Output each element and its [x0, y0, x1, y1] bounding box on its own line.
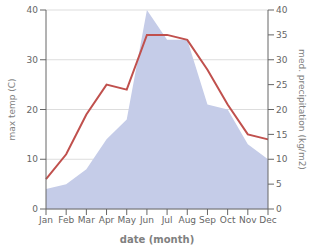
- svg-text:Mar: Mar: [78, 215, 95, 225]
- svg-text:Jul: Jul: [161, 215, 173, 225]
- svg-text:Feb: Feb: [58, 215, 74, 225]
- svg-text:Dec: Dec: [259, 215, 276, 225]
- svg-text:10: 10: [276, 154, 288, 164]
- svg-text:max temp (C): max temp (C): [7, 78, 17, 140]
- svg-text:med. precipitation (kg/m2): med. precipitation (kg/m2): [297, 49, 307, 170]
- svg-text:Jun: Jun: [139, 215, 154, 225]
- svg-text:Oct: Oct: [220, 215, 236, 225]
- svg-text:Apr: Apr: [99, 215, 115, 225]
- svg-text:May: May: [117, 215, 136, 225]
- svg-text:40: 40: [27, 5, 39, 15]
- svg-text:15: 15: [276, 130, 287, 140]
- svg-text:25: 25: [276, 80, 287, 90]
- svg-text:Sep: Sep: [199, 215, 216, 225]
- svg-text:Nov: Nov: [239, 215, 257, 225]
- svg-text:10: 10: [27, 154, 39, 164]
- svg-text:30: 30: [27, 55, 39, 65]
- svg-text:date (month): date (month): [120, 234, 194, 245]
- svg-text:20: 20: [27, 105, 39, 115]
- svg-text:5: 5: [276, 179, 282, 189]
- svg-text:35: 35: [276, 30, 287, 40]
- svg-text:Aug: Aug: [178, 215, 196, 225]
- svg-text:30: 30: [276, 55, 288, 65]
- svg-text:0: 0: [276, 204, 282, 214]
- svg-text:20: 20: [276, 105, 288, 115]
- svg-text:0: 0: [32, 204, 38, 214]
- svg-text:40: 40: [276, 5, 288, 15]
- svg-text:Jan: Jan: [38, 215, 53, 225]
